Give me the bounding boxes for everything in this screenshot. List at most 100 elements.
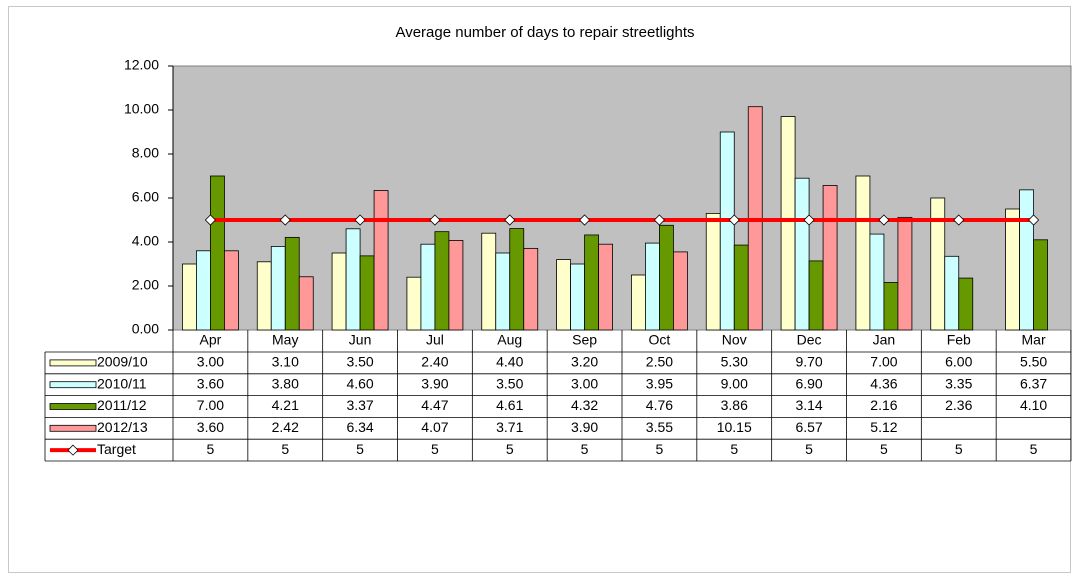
table-cell: 5: [656, 441, 664, 457]
x-tick-label: Sep: [572, 332, 597, 348]
legend-key-marker: [67, 444, 79, 456]
bar: [598, 243, 613, 331]
table-cell: 4.21: [272, 397, 299, 413]
bar: [673, 251, 688, 331]
table-cell: 5: [207, 441, 215, 457]
table-cell: 5.30: [721, 354, 748, 370]
table-cell: 5: [955, 441, 963, 457]
bar: [944, 255, 960, 331]
target-marker: [953, 214, 965, 226]
table-cell: 4.76: [646, 397, 673, 413]
target-marker: [878, 214, 890, 226]
table-cell: 3.00: [197, 354, 224, 370]
table-cell: 3.14: [795, 397, 822, 413]
table-cell: 10.15: [717, 419, 752, 435]
table-cell: 3.50: [346, 354, 373, 370]
bar: [1005, 208, 1020, 331]
target-marker: [728, 214, 740, 226]
legend-key: [49, 424, 97, 432]
bar: [822, 185, 838, 331]
y-tick-label: 10.00: [124, 101, 159, 117]
table-cell: 2.50: [646, 354, 673, 370]
legend-key: [49, 359, 97, 367]
table-cell: 5: [730, 441, 738, 457]
legend-label: Target: [97, 441, 136, 457]
x-tick-label: Feb: [947, 332, 971, 348]
table-cell: 5: [880, 441, 888, 457]
table-cell: 4.36: [870, 375, 897, 391]
bar: [556, 259, 571, 331]
table-cell: 6.90: [795, 375, 822, 391]
bar: [448, 240, 464, 331]
target-marker: [1028, 214, 1040, 226]
bar: [509, 228, 525, 331]
table-cell: 3.37: [346, 397, 373, 413]
table-cell: 5: [431, 441, 439, 457]
bar: [631, 274, 646, 331]
legend-label: 2010/11: [97, 375, 147, 391]
bar: [359, 255, 375, 331]
x-tick-label: Jun: [349, 332, 372, 348]
bar: [298, 276, 314, 331]
table-cell: 3.80: [272, 375, 299, 391]
target-marker: [204, 214, 216, 226]
bar: [869, 233, 885, 331]
table-cell: 3.35: [945, 375, 972, 391]
table-cell: 3.20: [571, 354, 598, 370]
table-cell: 4.40: [496, 354, 523, 370]
x-tick-label: Dec: [797, 332, 822, 348]
table-cell: 3.55: [646, 419, 673, 435]
bar: [659, 224, 674, 331]
table-cell: 6.57: [795, 419, 822, 435]
bar: [570, 263, 585, 331]
bar: [780, 116, 796, 331]
bar: [481, 232, 497, 331]
table-cell: 5: [1030, 441, 1038, 457]
bar: [434, 231, 450, 331]
bar: [930, 197, 946, 331]
y-tick-label: 4.00: [132, 233, 159, 249]
bar: [256, 261, 272, 331]
bar: [855, 175, 871, 331]
target-marker: [803, 214, 815, 226]
table-cell: 3.60: [197, 375, 224, 391]
bar: [584, 234, 599, 331]
table-cell: 5: [356, 441, 364, 457]
table-cell: 4.61: [496, 397, 523, 413]
x-tick-label: Nov: [722, 332, 747, 348]
bar: [196, 250, 211, 331]
x-tick-label: Jan: [873, 332, 896, 348]
table-cell: 5.12: [870, 419, 897, 435]
target-marker: [504, 214, 516, 226]
table-cell: 2.40: [421, 354, 448, 370]
table-cell: 4.10: [1020, 397, 1047, 413]
legend-key: [49, 403, 97, 410]
chart-title: Average number of days to repair streetl…: [395, 24, 694, 41]
table-cell: 4.07: [421, 419, 448, 435]
x-tick-label: Oct: [649, 332, 671, 348]
legend-label: 2011/12: [97, 397, 147, 413]
x-tick-label: Jul: [426, 332, 444, 348]
y-tick-label: 2.00: [132, 277, 159, 293]
table-cell: 4.47: [421, 397, 448, 413]
y-tick-label: 12.00: [124, 57, 159, 73]
target-marker: [279, 214, 291, 226]
table-cell: 6.34: [346, 419, 373, 435]
bar: [719, 131, 735, 331]
x-tick-label: Apr: [200, 332, 222, 348]
bar: [270, 245, 286, 331]
table-cell: 2.42: [272, 419, 299, 435]
table-cell: 7.00: [870, 354, 897, 370]
table-cell: 3.00: [571, 375, 598, 391]
table-cell: 3.90: [421, 375, 448, 391]
y-tick-label: 8.00: [132, 145, 159, 161]
bar: [210, 175, 225, 331]
table-cell: 6.00: [945, 354, 972, 370]
target-marker: [653, 214, 665, 226]
bar: [420, 243, 436, 331]
table-cell: 2.16: [870, 397, 897, 413]
target-marker: [354, 214, 366, 226]
table-cell: 3.90: [571, 419, 598, 435]
bar: [1019, 189, 1034, 331]
